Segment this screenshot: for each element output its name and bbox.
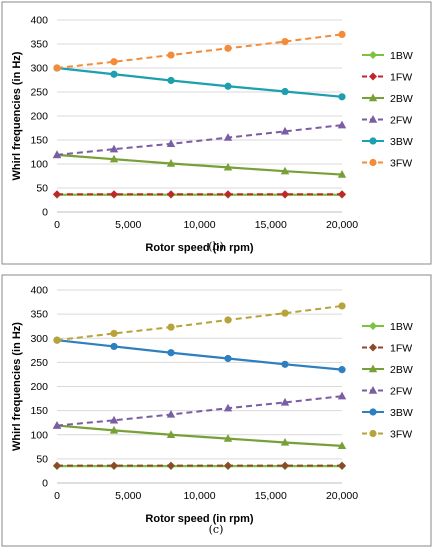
data-point-3BW xyxy=(167,77,174,84)
y-tick-label: 150 xyxy=(30,405,48,417)
data-point-3FW xyxy=(167,51,174,58)
x-tick-label: 20,000 xyxy=(326,219,358,231)
y-tick-label: 400 xyxy=(30,285,48,297)
legend-label: 2BW xyxy=(390,93,413,105)
y-axis-label: Whirl frequencies (in Hz) xyxy=(11,51,23,180)
legend-label: 3BW xyxy=(390,136,413,148)
data-point-3FW xyxy=(110,58,117,65)
data-point-3BW xyxy=(281,361,288,368)
legend-marker xyxy=(369,159,376,166)
legend-label: 1FW xyxy=(390,71,412,83)
x-tick-label: 5,000 xyxy=(115,490,141,502)
data-point-3BW xyxy=(167,349,174,356)
x-axis-label: Rotor speed (in rpm) xyxy=(145,242,254,254)
legend-label: 2FW xyxy=(390,385,412,397)
x-tick-label: 0 xyxy=(54,219,60,231)
legend-label: 1FW xyxy=(390,342,412,354)
chart-panel-1: 0 50 100 150 200 250 300 350 400 0 5,000 10,000 15,0… xyxy=(2,2,431,264)
legend-label: 3FW xyxy=(390,428,412,440)
y-tick-label: 150 xyxy=(30,135,48,147)
y-tick-label: 350 xyxy=(30,39,48,51)
legend-marker xyxy=(369,137,376,144)
data-point-3FW xyxy=(53,337,60,344)
data-point-3FW xyxy=(338,31,345,38)
panel-caption: (b) xyxy=(208,240,224,253)
y-axis-label: Whirl frequencies (in Hz) xyxy=(11,322,23,451)
data-point-3FW xyxy=(110,330,117,337)
x-tick-label: 15,000 xyxy=(255,219,287,231)
data-point-3BW xyxy=(224,83,231,90)
legend-label: 3FW xyxy=(390,157,412,169)
data-point-3BW xyxy=(338,93,345,100)
legend-marker xyxy=(369,408,376,415)
panel-border xyxy=(2,2,431,264)
x-tick-label: 10,000 xyxy=(183,219,215,231)
legend-marker xyxy=(369,430,376,437)
y-tick-label: 200 xyxy=(30,381,48,393)
x-tick-label: 0 xyxy=(54,490,60,502)
x-axis-label: Rotor speed (in rpm) xyxy=(145,513,254,525)
y-tick-label: 0 xyxy=(42,478,48,490)
legend-label: 1BW xyxy=(390,50,413,62)
data-point-3BW xyxy=(281,88,288,95)
y-tick-label: 100 xyxy=(30,159,48,171)
y-tick-label: 300 xyxy=(30,333,48,345)
legend-label: 1BW xyxy=(390,321,413,333)
y-tick-label: 250 xyxy=(30,357,48,369)
y-tick-label: 50 xyxy=(36,183,48,195)
x-tick-label: 10,000 xyxy=(183,490,215,502)
data-point-3BW xyxy=(110,71,117,78)
legend-label: 2BW xyxy=(390,364,413,376)
x-tick-label: 20,000 xyxy=(326,490,358,502)
legend-label: 3BW xyxy=(390,407,413,419)
data-point-3BW xyxy=(110,343,117,350)
x-tick-label: 5,000 xyxy=(115,219,141,231)
panel-caption: (c) xyxy=(209,523,224,536)
data-point-3FW xyxy=(338,302,345,309)
y-tick-label: 100 xyxy=(30,429,48,441)
data-point-3FW xyxy=(53,64,60,71)
y-tick-label: 50 xyxy=(36,453,48,465)
y-tick-label: 250 xyxy=(30,87,48,99)
data-point-3FW xyxy=(167,324,174,331)
data-point-3BW xyxy=(338,366,345,373)
chart-panel-2: 0 50 100 150 200 250 300 350 400 0 5,000 10,000 15,0… xyxy=(2,275,431,546)
data-point-3FW xyxy=(281,38,288,45)
data-point-3BW xyxy=(224,355,231,362)
y-tick-label: 300 xyxy=(30,63,48,75)
y-tick-label: 200 xyxy=(30,111,48,123)
data-point-3FW xyxy=(224,45,231,52)
x-tick-label: 15,000 xyxy=(255,490,287,502)
data-point-3FW xyxy=(224,316,231,323)
y-tick-label: 350 xyxy=(30,309,48,321)
data-point-3FW xyxy=(281,310,288,317)
legend-label: 2FW xyxy=(390,114,412,126)
y-tick-label: 400 xyxy=(30,15,48,27)
y-tick-label: 0 xyxy=(42,207,48,219)
